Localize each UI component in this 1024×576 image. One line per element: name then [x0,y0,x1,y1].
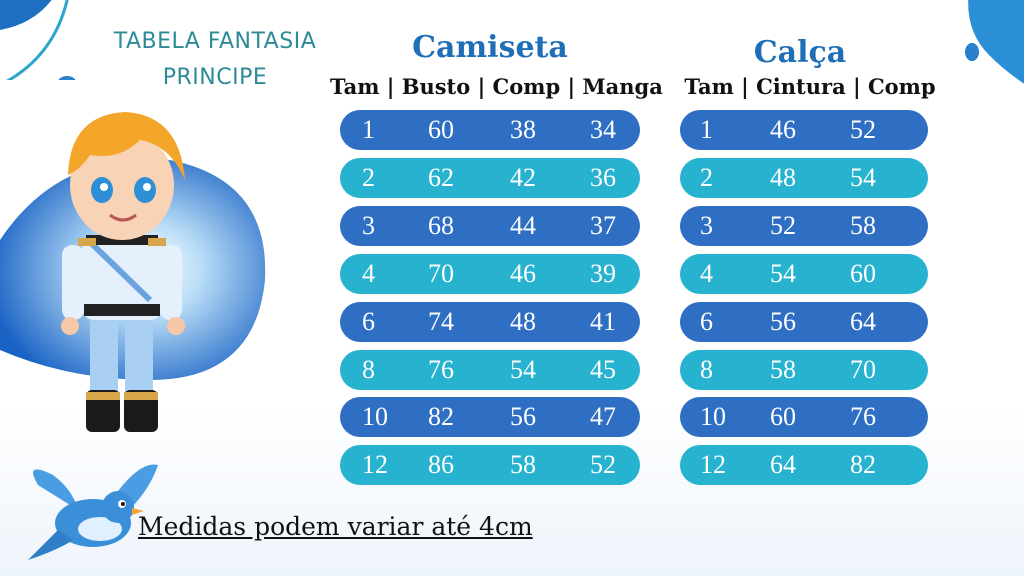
corner-decoration-top-right [965,0,1024,84]
cell-cintura: 48 [770,163,796,192]
cell-busto: 70 [428,259,454,288]
cell-manga: 45 [590,355,616,384]
cell-tam: 4 [362,259,375,288]
cell-tam: 2 [362,163,375,192]
cell-tam: 6 [362,307,375,336]
table-row: 8 76 54 45 [340,350,640,390]
cell-tam: 2 [700,163,713,192]
cell-tam: 8 [362,355,375,384]
title-line-2: PRINCIPE [162,65,268,90]
cell-tam: 10 [700,402,726,431]
cell-cintura: 54 [770,259,796,288]
cell-tam: 1 [362,115,375,144]
cell-tam: 4 [700,259,713,288]
cell-comp: 46 [510,259,536,288]
footer-note: Medidas podem variar até 4cm [138,512,533,541]
table-row: 10 82 56 47 [340,397,640,437]
cell-comp: 58 [850,211,876,240]
cell-tam: 10 [362,402,388,431]
cell-tam: 8 [700,355,713,384]
cell-tam: 3 [700,211,713,240]
table-row: 6 74 48 41 [340,302,640,342]
calca-title: Calça [753,35,847,70]
bluebird-illustration [28,464,158,560]
prince-illustration [0,112,266,432]
table-row: 2 62 42 36 [340,158,640,198]
cell-busto: 82 [428,402,454,431]
table-row: 6 56 64 [680,302,928,342]
cell-comp: 38 [510,115,536,144]
cell-busto: 62 [428,163,454,192]
cell-tam: 12 [362,450,388,479]
table-row: 1 60 38 34 [340,110,640,150]
cell-comp: 58 [510,450,536,479]
cell-comp: 64 [850,307,876,336]
cell-busto: 86 [428,450,454,479]
cell-cintura: 60 [770,402,796,431]
table-row: 3 68 44 37 [340,206,640,246]
cell-comp: 54 [850,163,876,192]
cell-comp: 76 [850,402,876,431]
table-row: 3 52 58 [680,206,928,246]
cell-manga: 41 [590,307,616,336]
cell-manga: 37 [590,211,616,240]
cell-manga: 34 [590,115,616,144]
cell-tam: 6 [700,307,713,336]
title-line-1: TABELA FANTASIA [113,29,317,54]
corner-decoration-top-left [0,0,76,80]
cell-manga: 47 [590,402,616,431]
cell-tam: 1 [700,115,713,144]
table-row: 10 60 76 [680,397,928,437]
cell-comp: 44 [510,211,536,240]
calca-header: Tam | Cintura | Comp [684,74,936,99]
table-row: 1 46 52 [680,110,928,150]
cell-cintura: 56 [770,307,796,336]
cell-comp: 82 [850,450,876,479]
cell-busto: 60 [428,115,454,144]
table-row: 12 64 82 [680,445,928,485]
cell-comp: 52 [850,115,876,144]
cell-comp: 70 [850,355,876,384]
cell-cintura: 64 [770,450,796,479]
cell-tam: 12 [700,450,726,479]
cell-comp: 56 [510,402,536,431]
cell-manga: 36 [590,163,616,192]
cell-comp: 48 [510,307,536,336]
table-row: 12 86 58 52 [340,445,640,485]
cell-busto: 74 [428,307,454,336]
cell-busto: 76 [428,355,454,384]
table-row: 4 70 46 39 [340,254,640,294]
cell-tam: 3 [362,211,375,240]
table-row: 8 58 70 [680,350,928,390]
camiseta-header: Tam | Busto | Comp | Manga [330,74,663,99]
table-row: 4 54 60 [680,254,928,294]
cell-comp: 54 [510,355,536,384]
cell-comp: 42 [510,163,536,192]
cell-manga: 52 [590,450,616,479]
camiseta-title: Camiseta [412,30,568,65]
page-title: TABELA FANTASIA PRINCIPE [80,24,350,96]
cell-busto: 68 [428,211,454,240]
cell-cintura: 52 [770,211,796,240]
cell-cintura: 58 [770,355,796,384]
table-row: 2 48 54 [680,158,928,198]
cell-comp: 60 [850,259,876,288]
cell-manga: 39 [590,259,616,288]
cell-cintura: 46 [770,115,796,144]
